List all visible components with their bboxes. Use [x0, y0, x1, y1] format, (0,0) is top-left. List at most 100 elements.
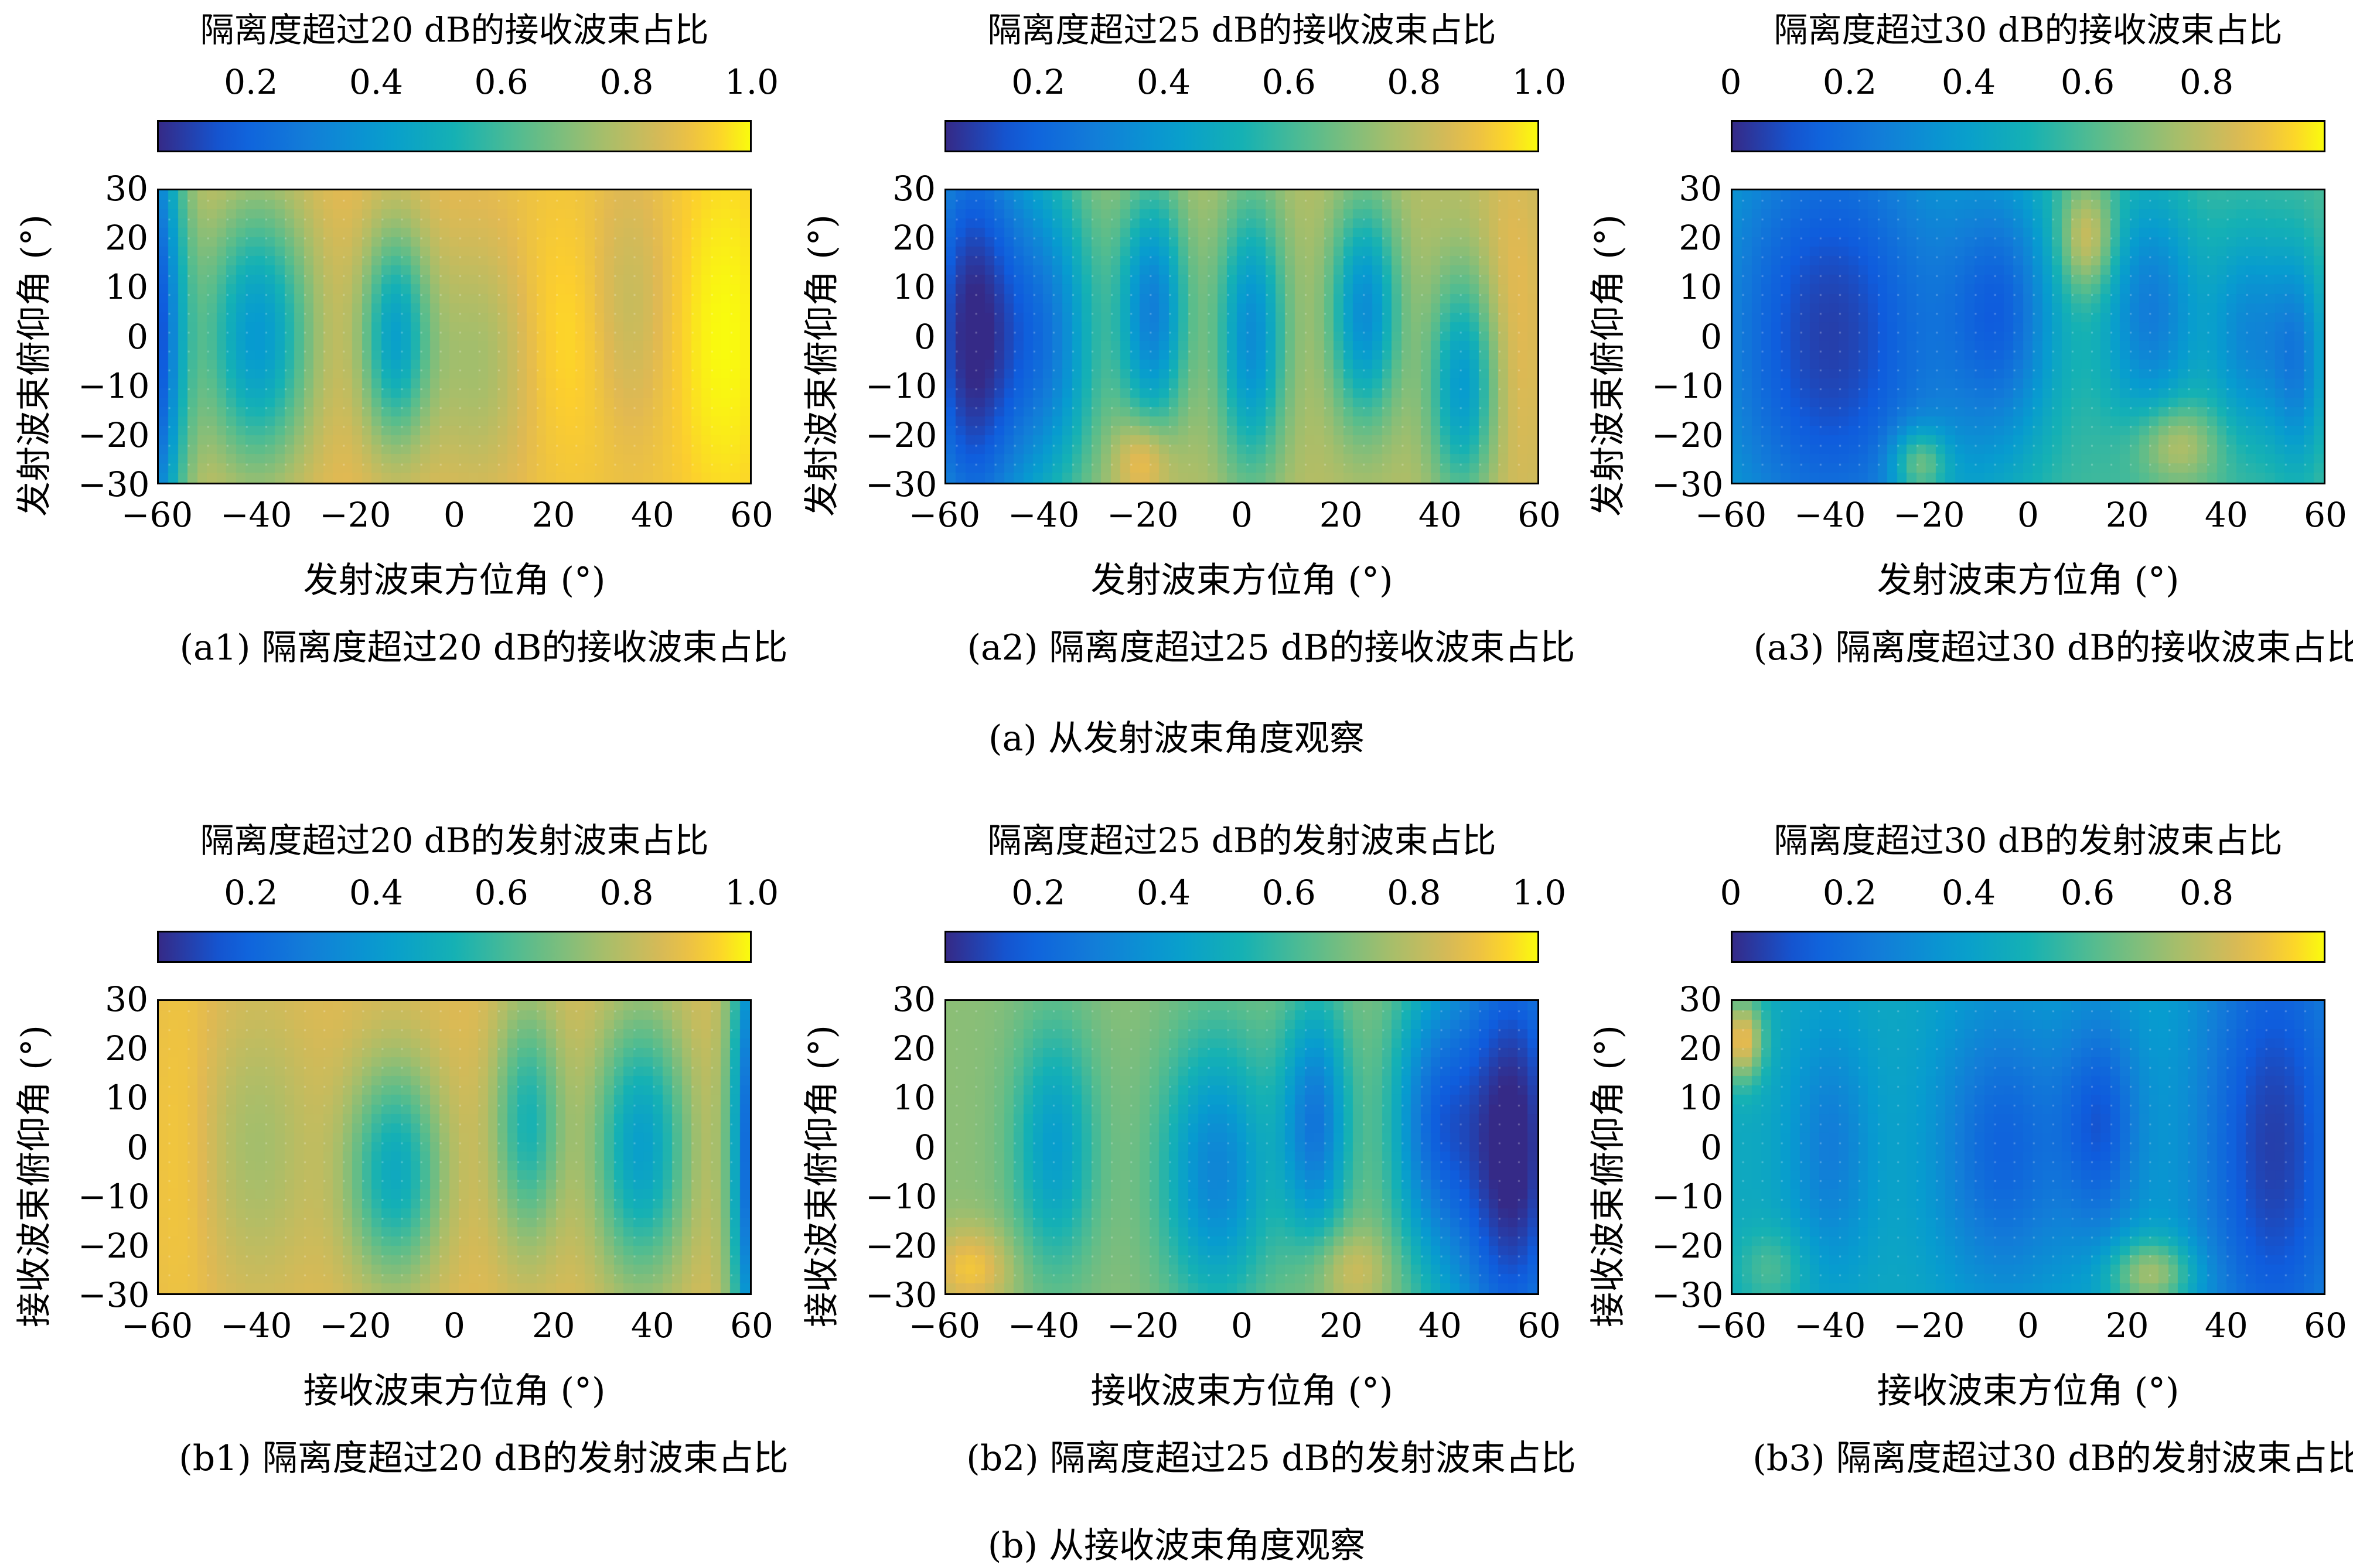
- x-tick-b1-2: −20: [319, 1306, 391, 1345]
- x-tick-b1-3: 0: [444, 1306, 465, 1345]
- y-tick-b2-1: 20: [892, 1029, 936, 1069]
- y-tick-a1-6: −30: [78, 464, 150, 504]
- colorbar-tick-b1-0: 0.2: [224, 873, 278, 913]
- y-tick-a3-2: 10: [1679, 267, 1722, 308]
- heatmap-plot-a2: [944, 189, 1539, 484]
- y-tick-a2-3: 0: [914, 316, 936, 357]
- y-tick-a1-2: 10: [105, 267, 148, 308]
- colorbar-tick-a1-0: 0.2: [224, 62, 278, 102]
- colorbar-tick-b1-3: 0.8: [599, 873, 654, 913]
- x-tick-a1-5: 40: [630, 495, 674, 535]
- heatmap-plot-b2: [944, 999, 1539, 1295]
- heatmap-plot-a1: [157, 189, 752, 484]
- y-tick-a1-4: −10: [78, 365, 150, 406]
- y-axis-label-b2: 接收波束俯仰角 (°): [802, 1025, 843, 1327]
- y-tick-a3-5: −20: [1652, 415, 1724, 455]
- x-tick-b1-0: −60: [121, 1306, 193, 1345]
- x-tick-a1-6: 60: [730, 495, 773, 535]
- colorbar-tick-b1-1: 0.4: [349, 873, 404, 913]
- heatmap-canvas-b3: [1733, 1001, 2324, 1293]
- y-tick-b1-1: 20: [105, 1029, 148, 1069]
- x-tick-a2-2: −20: [1107, 495, 1179, 535]
- y-tick-b3-4: −10: [1652, 1176, 1724, 1217]
- x-tick-b3-4: 20: [2105, 1306, 2149, 1345]
- y-tick-b1-3: 0: [127, 1127, 148, 1167]
- y-tick-a2-4: −10: [865, 365, 937, 406]
- x-tick-a3-6: 60: [2304, 495, 2347, 535]
- colorbar-tick-a2-2: 0.6: [1261, 62, 1316, 102]
- y-tick-a1-1: 20: [105, 218, 148, 258]
- colorbar-tick-b2-3: 0.8: [1387, 873, 1441, 913]
- x-tick-b2-4: 20: [1319, 1306, 1363, 1345]
- colorbar-title-a3: 隔离度超过30 dB的接收波束占比: [1774, 10, 2283, 50]
- caption-b1: (b1) 隔离度超过20 dB的发射波束占比: [179, 1438, 789, 1479]
- x-tick-b2-1: −40: [1007, 1306, 1080, 1345]
- caption-b3: (b3) 隔离度超过30 dB的发射波束占比: [1752, 1438, 2353, 1479]
- x-tick-a2-5: 40: [1418, 495, 1462, 535]
- y-tick-a2-6: −30: [865, 464, 937, 504]
- y-axis-label-a3: 发射波束俯仰角 (°): [1588, 214, 1629, 517]
- x-axis-label-b1: 接收波束方位角 (°): [303, 1371, 606, 1412]
- x-tick-a3-3: 0: [2017, 495, 2039, 535]
- y-tick-a3-4: −10: [1652, 365, 1724, 406]
- y-tick-b3-5: −20: [1652, 1225, 1724, 1266]
- x-tick-a2-6: 60: [1517, 495, 1561, 535]
- x-tick-b3-1: −40: [1793, 1306, 1866, 1345]
- colorbar-tick-a2-3: 0.8: [1387, 62, 1441, 102]
- y-tick-b3-1: 20: [1679, 1029, 1722, 1069]
- y-tick-a1-5: −20: [78, 415, 150, 455]
- heatmap-plot-b1: [157, 999, 752, 1295]
- y-tick-b1-2: 10: [105, 1078, 148, 1118]
- y-tick-b1-6: −30: [78, 1275, 150, 1315]
- colorbar-tick-a1-2: 0.6: [474, 62, 528, 102]
- heatmap-canvas-a3: [1733, 190, 2324, 483]
- colorbar-tick-a1-1: 0.4: [349, 62, 404, 102]
- x-tick-a2-3: 0: [1231, 495, 1253, 535]
- heatmap-plot-a3: [1731, 189, 2325, 484]
- x-tick-b1-6: 60: [730, 1306, 773, 1345]
- colorbar-tick-a3-3: 0.6: [2060, 62, 2115, 102]
- x-tick-a2-4: 20: [1319, 495, 1363, 535]
- x-tick-a1-0: −60: [121, 495, 193, 535]
- caption-a3: (a3) 隔离度超过30 dB的接收波束占比: [1753, 627, 2353, 668]
- x-tick-b2-0: −60: [908, 1306, 981, 1345]
- x-axis-label-a3: 发射波束方位角 (°): [1877, 560, 2180, 601]
- x-tick-a1-3: 0: [444, 495, 465, 535]
- colorbar-tick-b3-3: 0.6: [2060, 873, 2115, 913]
- colorbar-a2: [944, 120, 1539, 152]
- x-axis-label-a2: 发射波束方位角 (°): [1090, 560, 1393, 601]
- caption-a2: (a2) 隔离度超过25 dB的接收波束占比: [967, 627, 1576, 668]
- colorbar-a3: [1731, 120, 2325, 152]
- x-tick-a1-4: 20: [531, 495, 575, 535]
- colorbar-tick-b3-2: 0.4: [1941, 873, 1996, 913]
- x-tick-b1-5: 40: [630, 1306, 674, 1345]
- x-tick-b3-5: 40: [2204, 1306, 2248, 1345]
- colorbar-tick-a1-4: 1.0: [724, 62, 779, 102]
- colorbar-tick-b2-1: 0.4: [1136, 873, 1191, 913]
- y-tick-b1-0: 30: [105, 979, 148, 1019]
- x-tick-a3-1: −40: [1793, 495, 1866, 535]
- y-tick-b2-4: −10: [865, 1176, 937, 1217]
- y-tick-b2-3: 0: [914, 1127, 936, 1167]
- x-tick-a3-5: 40: [2204, 495, 2248, 535]
- y-tick-b1-4: −10: [78, 1176, 150, 1217]
- colorbar-tick-b1-2: 0.6: [474, 873, 528, 913]
- group-caption-a: (a) 从发射波束角度观察: [988, 718, 1365, 759]
- y-axis-label-a2: 发射波束俯仰角 (°): [802, 214, 843, 517]
- colorbar-tick-a3-4: 0.8: [2179, 62, 2234, 102]
- x-tick-a3-4: 20: [2105, 495, 2149, 535]
- x-tick-b3-2: −20: [1893, 1306, 1965, 1345]
- y-tick-a2-0: 30: [892, 169, 936, 209]
- y-tick-b2-0: 30: [892, 979, 936, 1019]
- colorbar-tick-b1-4: 1.0: [724, 873, 779, 913]
- x-tick-a3-2: −20: [1893, 495, 1965, 535]
- colorbar-tick-a2-1: 0.4: [1136, 62, 1191, 102]
- x-tick-b3-0: −60: [1694, 1306, 1767, 1345]
- y-tick-a2-1: 20: [892, 218, 936, 258]
- colorbar-title-b2: 隔离度超过25 dB的发射波束占比: [987, 821, 1496, 860]
- x-tick-a3-0: −60: [1694, 495, 1767, 535]
- colorbar-b2: [944, 931, 1539, 963]
- colorbar-title-a2: 隔离度超过25 dB的接收波束占比: [987, 10, 1496, 50]
- colorbar-title-b3: 隔离度超过30 dB的发射波束占比: [1774, 821, 2283, 860]
- heatmap-plot-b3: [1731, 999, 2325, 1295]
